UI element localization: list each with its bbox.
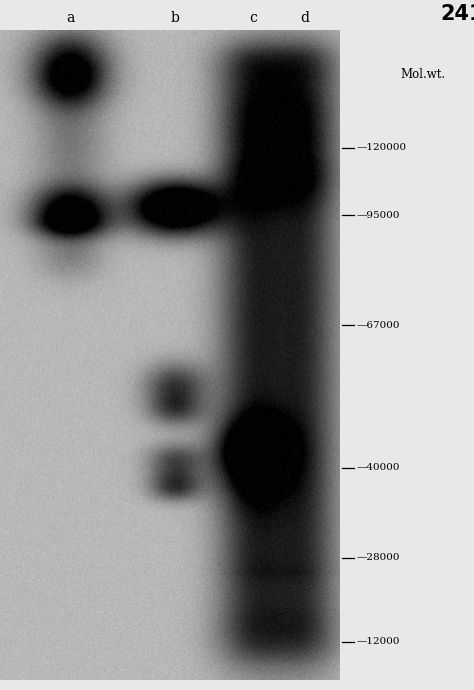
Text: Mol.wt.: Mol.wt. [400,68,445,81]
Text: —67000: —67000 [357,320,401,330]
Text: —28000: —28000 [357,553,401,562]
Text: 241: 241 [440,4,474,24]
Text: —95000: —95000 [357,210,401,219]
Text: —12000: —12000 [357,638,401,647]
Text: a: a [66,11,74,25]
Text: Band 3: Band 3 [2,210,42,220]
Text: —40000: —40000 [357,464,401,473]
Text: b: b [171,11,180,25]
Text: d: d [301,11,310,25]
Text: —120000: —120000 [357,144,407,152]
Text: c: c [249,11,257,25]
